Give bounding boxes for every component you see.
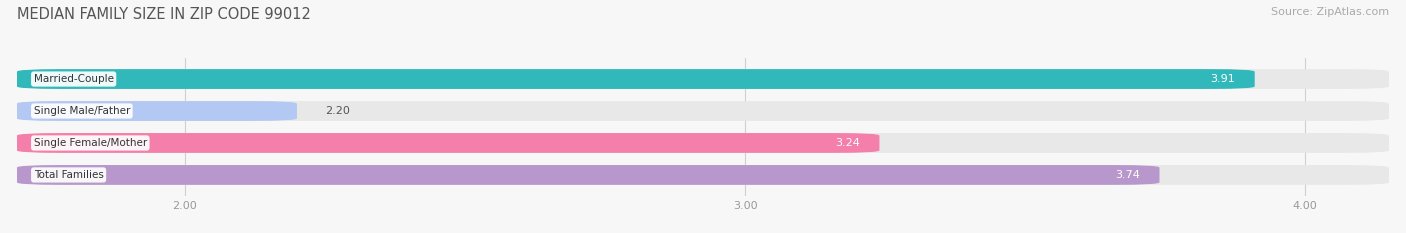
FancyBboxPatch shape <box>17 101 297 121</box>
FancyBboxPatch shape <box>17 69 1389 89</box>
FancyBboxPatch shape <box>17 133 1389 153</box>
Text: MEDIAN FAMILY SIZE IN ZIP CODE 99012: MEDIAN FAMILY SIZE IN ZIP CODE 99012 <box>17 7 311 22</box>
FancyBboxPatch shape <box>17 69 1254 89</box>
Text: 3.91: 3.91 <box>1211 74 1234 84</box>
FancyBboxPatch shape <box>17 101 1389 121</box>
Text: 2.20: 2.20 <box>325 106 350 116</box>
Text: Single Male/Father: Single Male/Father <box>34 106 129 116</box>
Text: Married-Couple: Married-Couple <box>34 74 114 84</box>
Text: Total Families: Total Families <box>34 170 104 180</box>
Text: 3.24: 3.24 <box>835 138 860 148</box>
Text: Source: ZipAtlas.com: Source: ZipAtlas.com <box>1271 7 1389 17</box>
FancyBboxPatch shape <box>17 165 1389 185</box>
FancyBboxPatch shape <box>17 165 1160 185</box>
Text: 3.74: 3.74 <box>1115 170 1140 180</box>
FancyBboxPatch shape <box>17 133 879 153</box>
Text: Single Female/Mother: Single Female/Mother <box>34 138 146 148</box>
